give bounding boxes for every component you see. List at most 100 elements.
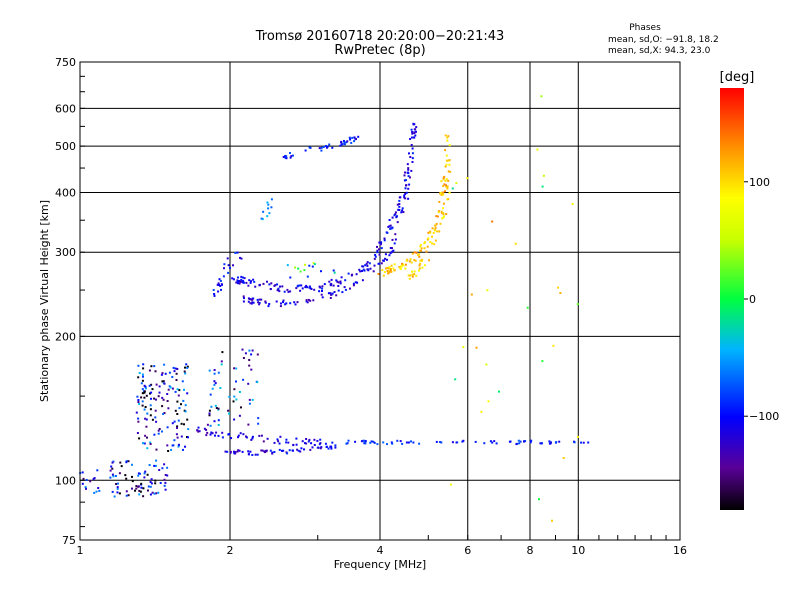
data-point (404, 187, 407, 190)
data-point (158, 469, 161, 471)
data-point (136, 432, 139, 434)
data-point (217, 407, 220, 410)
data-point (180, 422, 183, 425)
x-tick-label: 2 (227, 544, 234, 557)
data-point (260, 217, 263, 220)
data-point (418, 269, 420, 272)
data-point (149, 443, 152, 445)
data-point (388, 254, 391, 257)
data-point (325, 445, 328, 448)
data-point (178, 407, 181, 410)
data-point (153, 433, 156, 436)
data-point (144, 406, 147, 408)
data-point (388, 266, 391, 269)
data-point (307, 440, 310, 443)
data-point (306, 286, 309, 289)
data-point (216, 283, 219, 286)
data-point (395, 216, 398, 219)
data-point (266, 215, 269, 218)
data-point (419, 262, 422, 265)
data-point (337, 281, 340, 284)
data-point (175, 379, 178, 381)
data-point (243, 281, 245, 284)
data-point (440, 180, 443, 183)
data-point (183, 388, 185, 391)
data-point (435, 440, 438, 443)
data-point (540, 95, 543, 98)
data-point (275, 300, 278, 303)
data-point (448, 159, 451, 162)
data-point (429, 241, 432, 243)
data-point (141, 404, 144, 407)
data-point (415, 130, 417, 133)
data-point (257, 417, 260, 420)
data-point (168, 385, 171, 388)
data-point (330, 447, 333, 450)
data-point (148, 369, 151, 372)
data-point (524, 440, 527, 443)
data-point (309, 448, 312, 451)
phase-stats-x: mean, sd,X: 94.3, 23.0 (608, 46, 711, 56)
data-point (331, 441, 334, 444)
data-point (292, 443, 295, 446)
data-point (350, 141, 353, 144)
grid-lines (80, 62, 680, 540)
data-point (374, 253, 377, 256)
data-points (79, 95, 590, 522)
data-point (339, 282, 342, 285)
data-point (392, 249, 395, 252)
data-point (403, 174, 406, 177)
data-point (147, 485, 150, 488)
data-point (480, 410, 483, 413)
data-point (455, 182, 458, 185)
data-point (454, 378, 457, 381)
data-point (239, 256, 241, 259)
data-point (257, 301, 260, 304)
data-point (436, 215, 439, 218)
data-point (170, 448, 173, 451)
data-point (393, 242, 396, 245)
data-point (444, 134, 447, 137)
data-point (81, 482, 84, 485)
data-point (296, 448, 299, 451)
data-point (411, 270, 413, 273)
data-point (330, 445, 333, 448)
data-point (410, 136, 413, 139)
data-point (144, 470, 147, 473)
y-tick-label: 200 (55, 330, 76, 343)
data-point (376, 245, 378, 248)
data-point (158, 391, 161, 394)
data-point (308, 286, 311, 289)
data-point (260, 449, 263, 452)
data-point (273, 451, 276, 453)
data-point (276, 438, 279, 441)
data-point (377, 262, 380, 265)
data-point (542, 174, 545, 177)
data-point (530, 439, 533, 442)
data-point (141, 400, 144, 403)
data-point (248, 349, 251, 352)
data-point (405, 259, 408, 262)
data-point (411, 147, 414, 150)
data-point (258, 434, 261, 437)
data-point (144, 387, 147, 390)
data-point (319, 442, 322, 445)
data-point (209, 393, 212, 396)
data-point (276, 283, 279, 286)
data-point (162, 380, 165, 383)
data-point (220, 288, 222, 291)
data-point (346, 140, 349, 143)
data-point (431, 235, 433, 238)
data-point (442, 213, 445, 216)
data-point (427, 237, 430, 240)
data-point (136, 395, 139, 398)
data-point (253, 280, 256, 283)
data-point (401, 262, 403, 265)
data-point (144, 385, 147, 388)
data-point (390, 264, 393, 267)
data-point (438, 230, 441, 233)
data-point (163, 412, 166, 414)
data-point (334, 446, 337, 449)
data-point (232, 264, 234, 267)
data-point (388, 225, 391, 228)
